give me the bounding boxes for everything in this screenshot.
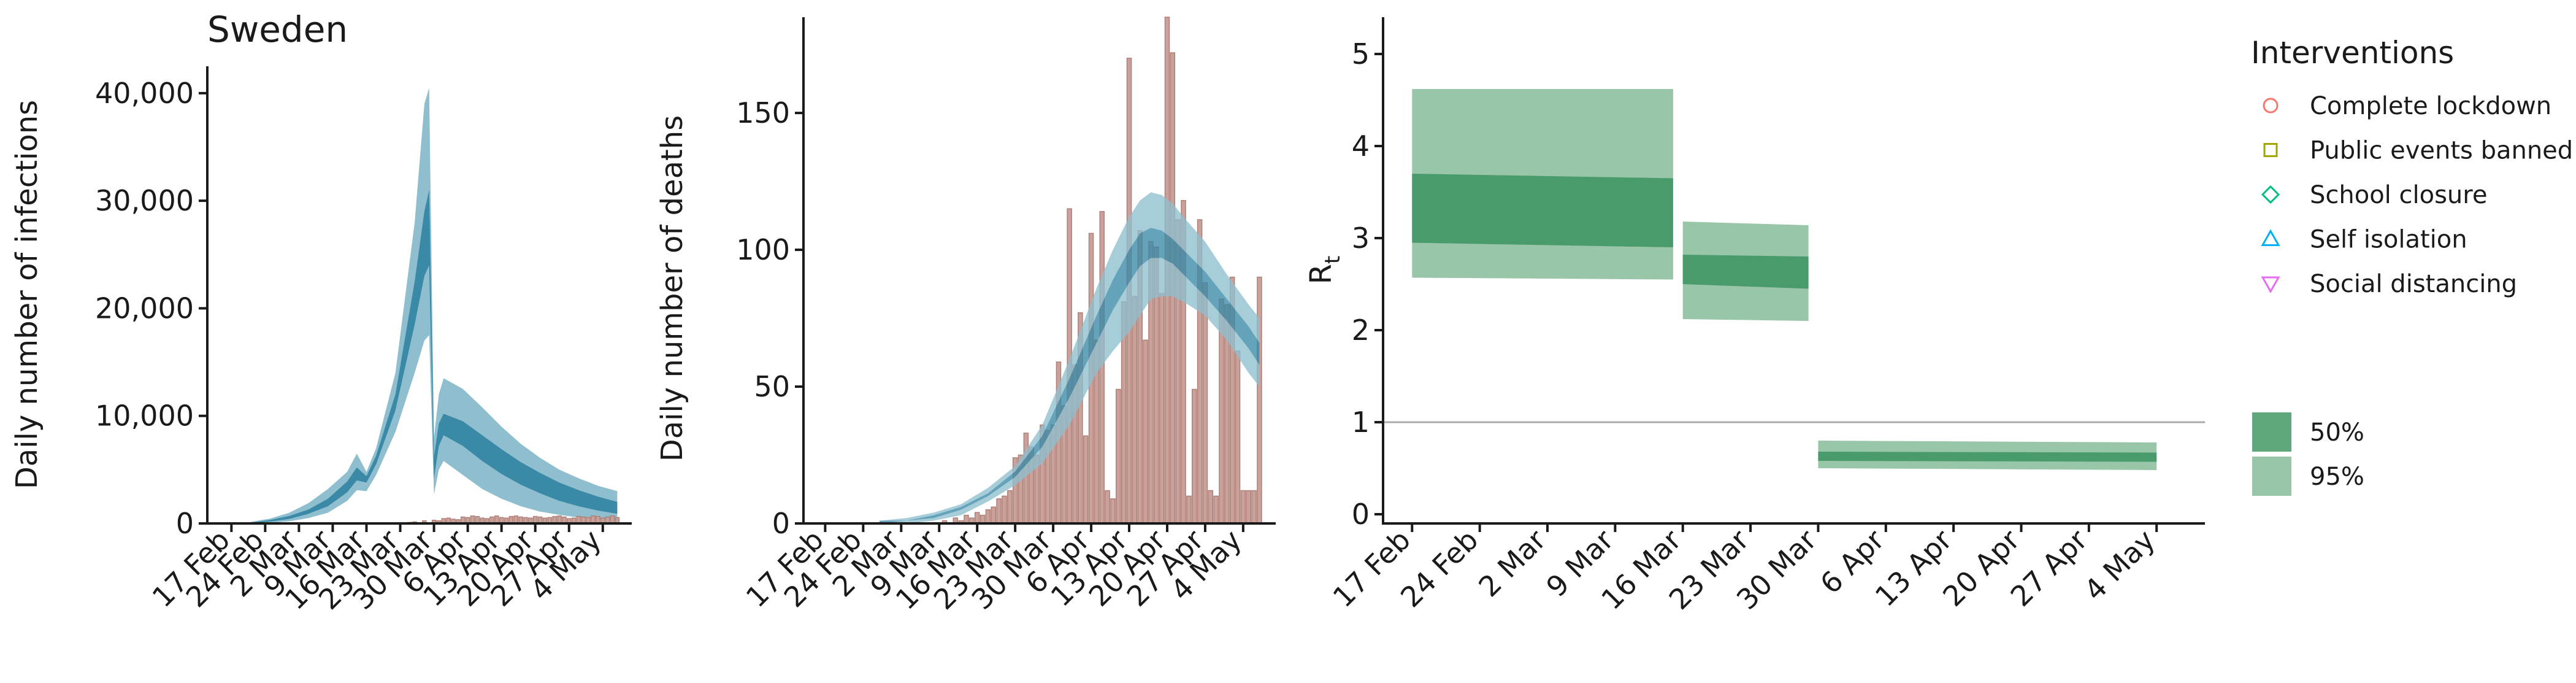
triangle-down-marker-icon: [2261, 276, 2280, 294]
bar: [1083, 435, 1089, 524]
bar: [1208, 490, 1214, 524]
y-tick-label: 10,000: [95, 399, 194, 433]
y-ticks: 0 50 100 150: [736, 96, 803, 540]
square-marker-icon: [2263, 143, 2278, 157]
ci95-band: [879, 192, 1260, 523]
bar: [985, 509, 991, 524]
bar: [1110, 498, 1116, 524]
bar: [1002, 495, 1007, 524]
bar: [974, 512, 980, 524]
legend-label: Self isolation: [2310, 226, 2467, 254]
circle-marker-icon: [2263, 98, 2279, 114]
y-tick-label: 0: [772, 507, 790, 540]
diamond-marker-icon: [2261, 185, 2280, 204]
legend-label: 50%: [2310, 419, 2364, 447]
rt-ci50-band: [1682, 255, 1809, 289]
bar: [1235, 350, 1241, 524]
y-tick-label: 5: [1352, 37, 1370, 71]
deaths-marks: [879, 17, 1262, 524]
legend-ci-items: 50% 95%: [2252, 412, 2364, 496]
panel-title: Sweden: [207, 9, 348, 50]
bar: [1246, 490, 1251, 524]
rt-ci50-band: [1818, 452, 2157, 462]
bar: [991, 506, 997, 524]
y-tick-label: 1: [1352, 406, 1370, 439]
bar: [1202, 282, 1208, 524]
y-axis-label: Daily number of deaths: [655, 115, 689, 462]
bar: [1023, 433, 1029, 524]
bar: [1191, 388, 1197, 524]
deaths-bands: [879, 192, 1260, 523]
bar: [1143, 339, 1148, 524]
y-tick-label: 3: [1352, 222, 1370, 255]
infections-marks: [250, 88, 620, 524]
y-axis-label-main: R: [1304, 264, 1338, 284]
y-tick-label: 2: [1352, 314, 1370, 347]
legend-label: Public events banned: [2310, 137, 2573, 165]
legend-label: Complete lockdown: [2310, 92, 2551, 120]
legend: Interventions Complete lockdown Public ev…: [2251, 35, 2573, 496]
y-tick-label: 4: [1352, 129, 1370, 163]
x-tick-label: 4 May: [2077, 523, 2161, 607]
y-axis-label: Rt: [1304, 256, 1345, 285]
x-tick-label: 13 Apr: [1869, 523, 1958, 613]
bar: [979, 514, 986, 524]
legend-title: Interventions: [2251, 35, 2454, 71]
infections-panel: Sweden 0 10,000 20,000 30,000 40,000 17 Feb2…: [10, 9, 632, 616]
y-tick-label: 0: [1352, 498, 1370, 531]
y-tick-label: 100: [736, 233, 790, 266]
bar: [1186, 495, 1192, 524]
bar: [1159, 293, 1165, 524]
y-tick-label: 20,000: [95, 291, 194, 325]
y-tick-label: 50: [754, 370, 790, 403]
triangle-up-marker-icon: [2261, 229, 2280, 246]
legend-swatch: [2252, 412, 2291, 452]
bar: [996, 498, 1002, 524]
bar: [1007, 490, 1013, 524]
y-axis-label: Daily number of infections: [10, 100, 44, 489]
legend-label: Social distancing: [2310, 270, 2517, 298]
y-tick-label: 40,000: [95, 77, 194, 110]
x-tick-label: 20 Apr: [1936, 523, 2026, 613]
y-axis-label-sub: t: [1321, 256, 1345, 264]
bar: [1251, 490, 1257, 524]
rt-ci50-band: [1412, 174, 1673, 247]
bar: [1213, 495, 1219, 524]
legend-label: School closure: [2310, 181, 2487, 209]
y-tick-label: 30,000: [95, 184, 194, 217]
x-tick-label: 2 Mar: [1472, 523, 1552, 604]
legend-swatch: [2252, 457, 2291, 496]
y-ticks: 0 10,000 20,000 30,000 40,000: [95, 77, 207, 540]
y-tick-label: 150: [736, 96, 790, 129]
legend-label: 95%: [2310, 463, 2364, 491]
x-tick-label: 27 Apr: [2004, 523, 2093, 613]
bar: [1116, 388, 1121, 524]
y-tick-label: 0: [176, 507, 194, 540]
bar: [1132, 296, 1138, 524]
y-ticks: 0 1 2 3 4 5: [1352, 37, 1383, 531]
rt-marks: [1383, 89, 2205, 470]
legend-items: Complete lockdown Public events banned Sch…: [2261, 92, 2573, 298]
bar: [1105, 490, 1110, 524]
bar: [1240, 490, 1246, 524]
x-tick-label: 24 Feb: [1394, 523, 1485, 614]
bar: [1257, 276, 1262, 524]
bar: [964, 514, 969, 524]
ci95-band: [250, 88, 618, 524]
